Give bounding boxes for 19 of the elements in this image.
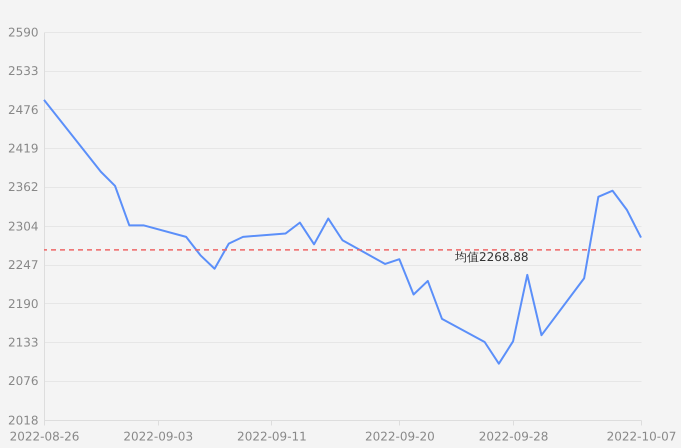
ref-line-label: 均值2268.88 [454,250,529,264]
x-tick-label: 2022-09-03 [123,430,194,444]
y-tick-label: 2419 [8,141,38,156]
x-tick-label: 2022-08-26 [10,430,80,444]
y-tick-label: 2247 [8,258,38,272]
y-tick-label: 2533 [8,64,38,78]
y-tick-label: 2018 [8,414,38,428]
x-tick-label: 2022-09-28 [478,430,548,444]
y-tick-label: 2190 [8,296,38,311]
y-tick-label: 2362 [8,180,38,194]
x-tick-label: 2022-09-20 [364,430,435,444]
x-tick-label: 2022-10-07 [606,430,676,444]
y-tick-label: 2304 [8,220,38,234]
y-tick-label: 2133 [8,335,38,350]
y-tick-label: 2476 [8,102,38,117]
x-tick-label: 2022-09-11 [237,430,307,444]
y-tick-label: 2076 [8,374,38,388]
line-series [43,98,642,365]
y-tick-label: 2590 [8,26,38,40]
